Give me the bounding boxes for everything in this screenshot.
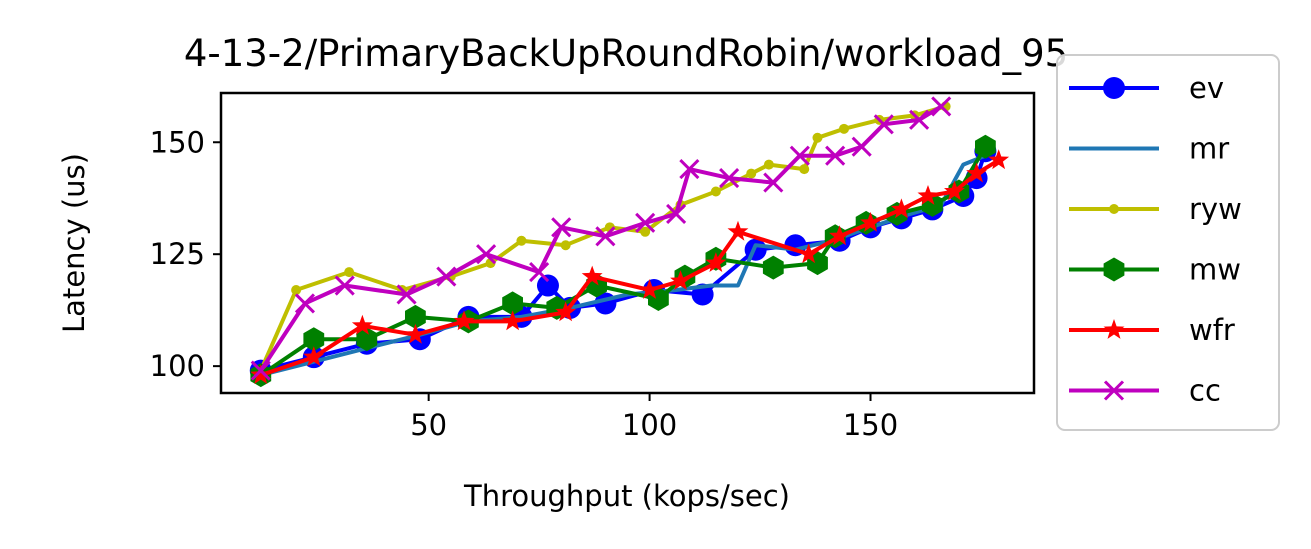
data-point-cc-17	[873, 114, 894, 135]
y-axis-label: Latency (us)	[57, 153, 91, 333]
data-point-ev-6	[536, 274, 559, 297]
data-point-ryw-13	[763, 159, 774, 170]
data-point-ryw-2	[344, 267, 355, 278]
data-point-cc-15	[825, 145, 846, 166]
legend-marker-mw	[1103, 257, 1125, 282]
data-point-wfr-11	[727, 220, 749, 241]
data-point-wfr-9	[670, 270, 691, 290]
data-point-wfr-2	[351, 314, 373, 335]
series-cc	[250, 96, 952, 381]
legend-entry-wfr: wfr	[1069, 313, 1235, 347]
legend-entry-cc: cc	[1069, 374, 1221, 408]
data-point-cc-8	[595, 226, 616, 247]
series-line-cc	[259, 104, 943, 372]
data-point-wfr-13	[829, 225, 850, 246]
data-point-ryw-7	[560, 240, 571, 251]
legend-label-ryw: ryw	[1189, 192, 1242, 226]
data-point-wfr-16	[917, 185, 939, 205]
data-point-wfr-1	[303, 346, 325, 367]
data-point-mw-11	[762, 255, 784, 280]
data-point-wfr-17	[944, 180, 965, 201]
legend-entry-ev: ev	[1069, 71, 1224, 105]
data-point-ryw-6	[516, 235, 527, 246]
x-axis: 50 100 150	[410, 393, 898, 442]
data-point-cc-10	[666, 203, 687, 224]
legend-label-ev: ev	[1189, 71, 1224, 105]
data-point-ryw-14	[799, 164, 810, 175]
legend-marker-cc	[1103, 380, 1125, 401]
data-point-mw-3	[405, 304, 426, 329]
legend-label-wfr: wfr	[1189, 313, 1235, 347]
data-point-wfr-15	[891, 198, 912, 219]
legend-entry-mw: mw	[1069, 253, 1241, 287]
data-point-ryw-1	[291, 285, 302, 296]
x-axis-label: Throughput (kops/sec)	[463, 479, 790, 513]
data-point-ryw-11	[710, 186, 721, 197]
data-point-wfr-7	[581, 265, 603, 286]
data-point-wfr-3	[405, 323, 426, 344]
data-point-cc-19	[931, 96, 952, 117]
data-point-cc-13	[763, 172, 784, 193]
y-tick-label: 150	[150, 125, 205, 159]
data-point-wfr-4	[453, 310, 475, 331]
y-tick-label: 125	[150, 237, 205, 271]
data-point-cc-1	[294, 293, 316, 314]
data-point-cc-12	[719, 168, 740, 189]
data-point-mw-18	[975, 134, 996, 159]
legend: ev mr ryw mw wfr cc	[1056, 54, 1280, 431]
y-tick-label: 100	[150, 349, 205, 383]
data-point-cc-3	[396, 284, 417, 305]
data-point-cc-6	[529, 262, 550, 283]
data-point-wfr-18	[966, 162, 987, 183]
legend-entry-ryw: ryw	[1069, 192, 1242, 226]
chart-title: 4-13-2/PrimaryBackUpRoundRobin/workload_…	[184, 32, 1068, 75]
data-point-ryw-16	[839, 123, 850, 134]
data-point-ryw-9	[640, 226, 651, 237]
data-point-cc-14	[789, 145, 810, 166]
legend-entry-mr: mr	[1069, 132, 1229, 166]
legend-label-mw: mw	[1189, 253, 1241, 287]
x-tick-label: 150	[843, 408, 898, 442]
data-point-wfr-10	[705, 252, 727, 272]
data-point-wfr-14	[860, 211, 881, 232]
data-point-wfr-6	[555, 301, 577, 322]
data-point-wfr-5	[502, 310, 524, 331]
legend-marker-ryw	[1109, 204, 1119, 214]
data-point-mw-5	[502, 291, 523, 316]
data-point-cc-4	[436, 266, 457, 287]
plot-content	[249, 96, 1010, 388]
x-tick-label: 100	[622, 408, 677, 442]
data-point-mw-1	[303, 327, 325, 352]
data-point-wfr-12	[798, 243, 820, 264]
plot-frame	[219, 91, 1036, 395]
x-tick-label: 50	[410, 408, 447, 442]
data-point-cc-7	[551, 217, 572, 238]
y-axis: 100 125 150	[150, 125, 221, 383]
data-point-cc-5	[476, 244, 497, 265]
data-point-cc-2	[334, 275, 355, 296]
data-point-wfr-0	[250, 364, 272, 384]
data-point-mw-2	[356, 327, 378, 352]
data-point-cc-11	[679, 159, 700, 180]
legend-label-cc: cc	[1189, 374, 1221, 408]
data-point-cc-18	[909, 109, 930, 130]
data-point-wfr-19	[988, 149, 1010, 170]
data-point-ryw-15	[812, 132, 823, 143]
data-point-cc-16	[851, 136, 872, 157]
legend-marker-ev	[1103, 77, 1125, 99]
data-point-cc-9	[635, 212, 656, 233]
series-wfr	[250, 149, 1010, 384]
data-point-cc-0	[250, 360, 271, 381]
legend-frame	[1056, 54, 1280, 431]
data-point-wfr-8	[639, 279, 661, 299]
legend-label-mr: mr	[1189, 132, 1229, 166]
data-point-ryw-12	[746, 168, 757, 179]
legend-marker-wfr	[1103, 319, 1125, 339]
